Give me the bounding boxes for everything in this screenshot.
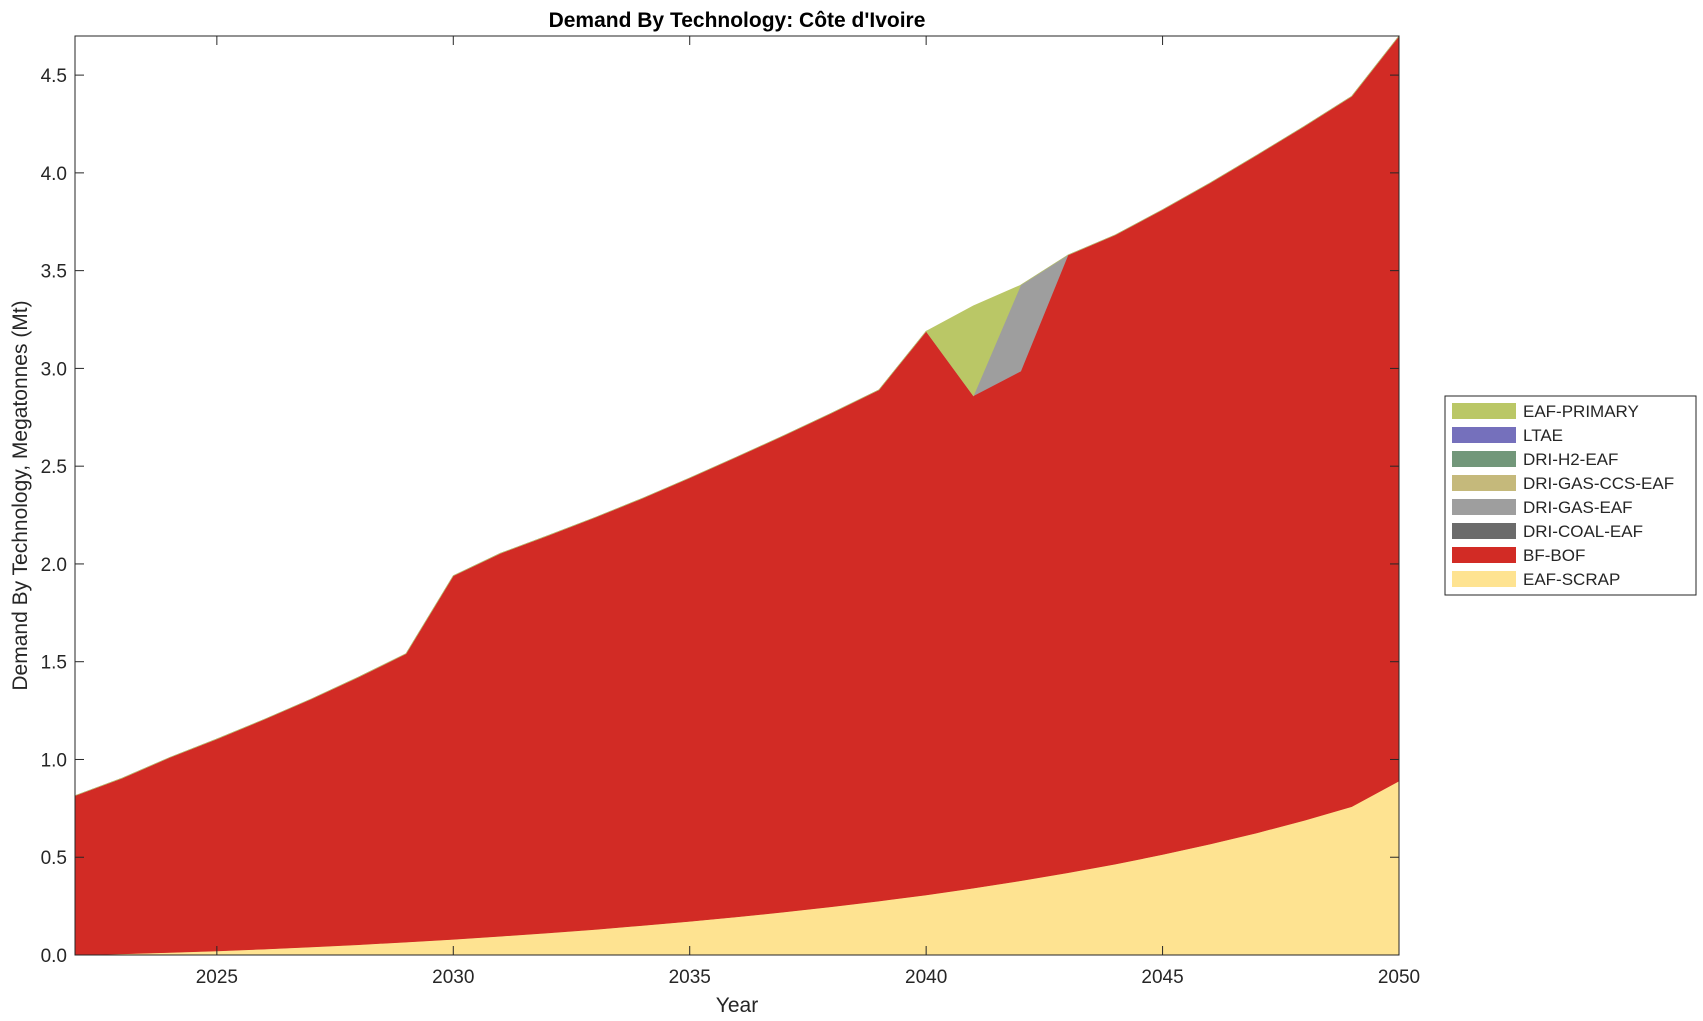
legend-label-eaf-primary: EAF-PRIMARY <box>1523 402 1639 421</box>
axes-box <box>74 35 1400 956</box>
legend-swatch-dri-gas-eaf <box>1452 499 1516 515</box>
y-tick-label: 1.0 <box>41 750 67 771</box>
x-tick-label: 2035 <box>669 967 711 988</box>
legend-label-bf-bof: BF-BOF <box>1523 546 1585 565</box>
legend-swatch-eaf-primary <box>1452 403 1516 419</box>
legend-label-dri-gas-eaf: DRI-GAS-EAF <box>1523 498 1633 517</box>
axes: 2025 2030 2035 2040 2045 2050 0.0 0.5 1.0 1.5 2.0 2… <box>41 35 1420 988</box>
y-tick-label: 4.5 <box>41 66 67 87</box>
y-tick-label: 0.0 <box>41 946 67 967</box>
legend-label-dri-gas-ccs-eaf: DRI-GAS-CCS-EAF <box>1523 474 1674 493</box>
legend: EAF-PRIMARY LTAE DRI-H2-EAF DRI-GAS-CCS-EAF… <box>1444 395 1697 596</box>
x-tick-label: 2040 <box>905 967 947 988</box>
legend-swatch-ltae <box>1452 427 1516 443</box>
y-tick-label: 2.5 <box>41 457 67 478</box>
legend-label-dri-h2-eaf: DRI-H2-EAF <box>1523 450 1618 469</box>
x-axis-title: Year <box>716 994 758 1017</box>
y-tick-label: 4.0 <box>41 164 67 185</box>
chart-title: Demand By Technology: Côte d'Ivoire <box>549 9 926 32</box>
legend-label-dri-coal-eaf: DRI-COAL-EAF <box>1523 522 1643 541</box>
legend-box <box>1444 395 1697 596</box>
x-tick-label: 2050 <box>1378 967 1420 988</box>
legend-swatch-dri-coal-eaf <box>1452 523 1516 539</box>
y-tick-label: 0.5 <box>41 848 67 869</box>
x-tick-label: 2045 <box>1141 967 1183 988</box>
y-tick-label: 2.0 <box>41 555 67 576</box>
x-tick-label: 2030 <box>432 967 474 988</box>
legend-swatch-bf-bof <box>1452 547 1516 563</box>
legend-label-eaf-scrap: EAF-SCRAP <box>1523 570 1620 589</box>
y-axis-title: Demand By Technology, Megatonnes (Mt) <box>9 300 32 690</box>
x-tick-label: 2025 <box>196 967 238 988</box>
legend-label-ltae: LTAE <box>1523 426 1563 445</box>
legend-swatch-eaf-scrap <box>1452 571 1516 587</box>
legend-swatch-dri-h2-eaf <box>1452 451 1516 467</box>
y-tick-label: 3.0 <box>41 359 67 380</box>
y-tick-label: 1.5 <box>41 653 67 674</box>
legend-swatch-dri-gas-ccs-eaf <box>1452 475 1516 491</box>
y-tick-label: 3.5 <box>41 262 67 283</box>
